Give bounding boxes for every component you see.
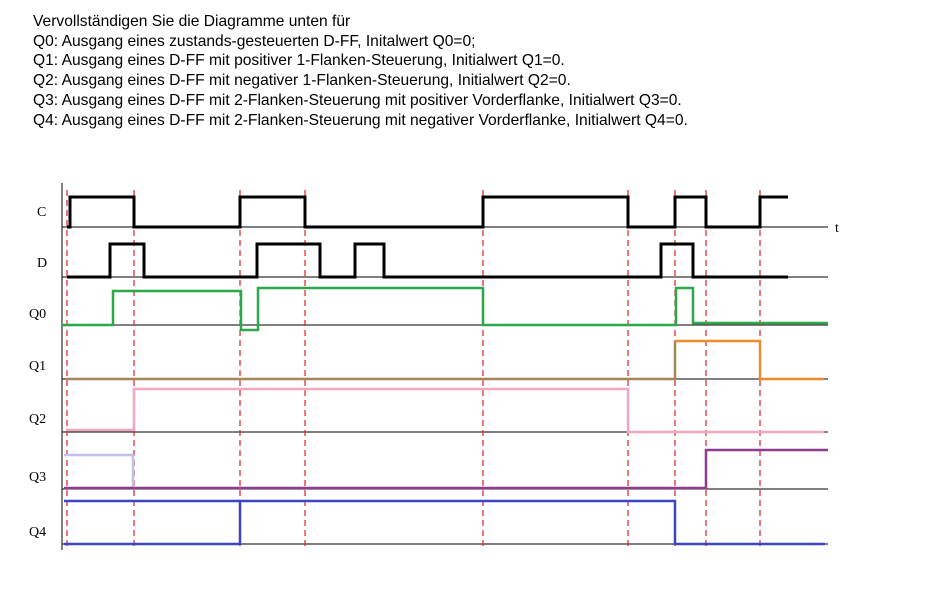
intro-line: Q0: Ausgang eines zustands-gesteuerten D…	[33, 32, 476, 50]
signal-q0-waveform	[62, 286, 828, 332]
signal-c-waveform	[67, 195, 788, 229]
label-c: C	[37, 205, 47, 220]
intro-line: Q1: Ausgang eines D-FF mit positiver 1-F…	[33, 52, 565, 70]
intro-line: Q3: Ausgang eines D-FF mit 2-Flanken-Ste…	[33, 91, 682, 109]
axes	[61, 183, 828, 550]
label-q2: Q2	[29, 412, 47, 427]
intro-line: Q2: Ausgang eines D-FF mit negativer 1-F…	[33, 72, 571, 90]
time-axis-label: t	[835, 221, 839, 236]
signal-d-waveform	[67, 242, 788, 279]
guide-lines	[66, 190, 761, 550]
intro-line: Q4: Ausgang eines D-FF mit 2-Flanken-Ste…	[33, 111, 688, 129]
label-q1: Q1	[29, 359, 47, 374]
signal-q1-high-segment	[675, 339, 824, 381]
label-d: D	[37, 256, 48, 271]
signal-q1-waveform	[66, 341, 677, 381]
signal-q3-waveform	[64, 448, 828, 490]
label-q4: Q4	[29, 525, 47, 540]
signal-q3-initial-segment	[64, 453, 135, 488]
signal-q4-waveform	[64, 499, 825, 546]
label-q3: Q3	[29, 470, 47, 485]
intro-line: Vervollständigen Sie die Diagramme unten…	[33, 13, 351, 30]
task-description: Vervollständigen Sie die Diagramme unten…	[33, 12, 688, 130]
signal-q2-waveform	[66, 387, 824, 434]
label-q0: Q0	[29, 307, 47, 322]
